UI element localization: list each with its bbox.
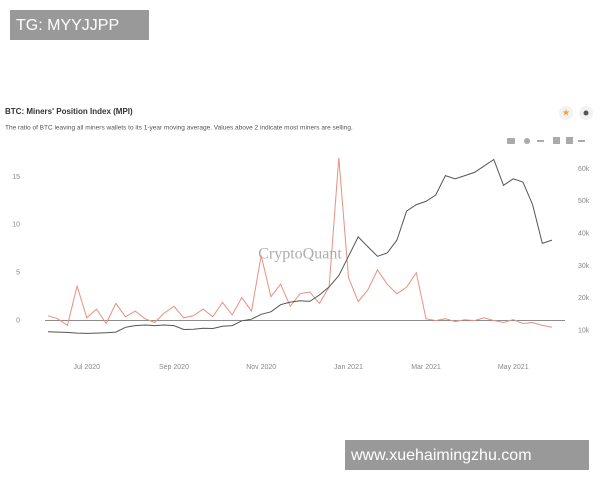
x-tick-label: Sep 2020 [159, 364, 189, 371]
chart-subtitle: The ratio of BTC leaving all miners wall… [5, 125, 353, 132]
x-tick-label: Nov 2020 [246, 364, 276, 371]
toolbar [507, 137, 585, 144]
camera-icon[interactable] [507, 138, 515, 144]
y-tick-label: 5 [16, 270, 20, 277]
y2-tick-label: 60k [578, 166, 590, 173]
y2-tick-label: 20k [578, 295, 590, 302]
y2-tick-label: 40k [578, 231, 590, 238]
bell-icon [583, 110, 589, 116]
zoom-out-icon[interactable] [566, 137, 573, 144]
y-tick-label: 15 [12, 174, 20, 181]
x-tick-label: Jan 2021 [334, 364, 363, 371]
series-line [47, 157, 553, 328]
overlay-text: www.xuehaimingzhu.com [350, 447, 532, 464]
chart-title: BTC: Miners' Position Index (MPI) [5, 107, 133, 116]
y2-tick-label: 50k [578, 198, 590, 205]
watermark: CryptoQuant [258, 246, 342, 263]
star-button[interactable] [559, 106, 573, 120]
overlay-text: TG: MYYJJPP [16, 17, 119, 34]
x-tick-label: May 2021 [498, 364, 529, 371]
overlay-box [345, 440, 589, 470]
y2-tick-label: 30k [578, 263, 590, 270]
y2-tick-label: 10k [578, 327, 590, 334]
star-icon: ★ [562, 107, 570, 117]
x-tick-label: Jul 2020 [74, 364, 101, 371]
zoom-in-icon[interactable] [553, 137, 560, 144]
zoom-icon[interactable] [524, 138, 530, 144]
x-tick-label: Mar 2021 [411, 364, 441, 371]
y-tick-label: 0 [16, 317, 20, 324]
overlay-box [10, 10, 149, 40]
pan-icon[interactable] [537, 140, 544, 142]
series-line [47, 158, 553, 334]
y-tick-label: 10 [12, 222, 20, 229]
reset-icon[interactable] [578, 140, 585, 142]
